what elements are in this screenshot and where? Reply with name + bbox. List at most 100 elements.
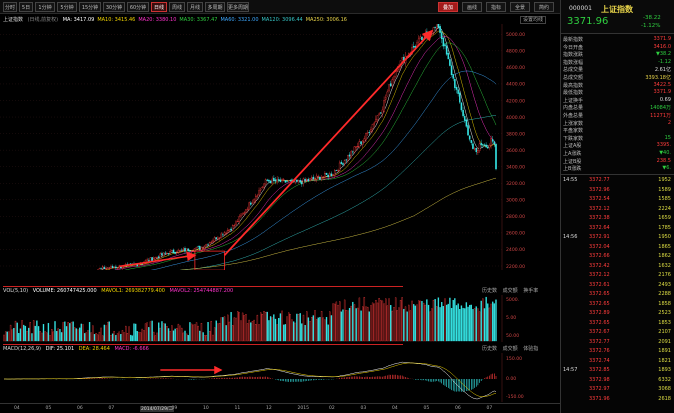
volume-bar xyxy=(126,333,129,342)
volume-bar xyxy=(378,298,380,342)
candle xyxy=(353,146,356,153)
stat-row: 上证换手 0.69 xyxy=(563,97,671,105)
toolbar-right-button-1[interactable]: 画线 xyxy=(462,2,482,12)
candle xyxy=(361,140,364,146)
macd-tab-other[interactable]: 体验指 xyxy=(523,346,539,352)
candle xyxy=(340,161,343,164)
x-tick-label: 07 xyxy=(486,406,493,411)
period-tab-3[interactable]: 5分钟 xyxy=(57,2,77,12)
candlestick-chart[interactable]: 5000.00 4800.00 4600.00 4400.00 4200.00 4000.… xyxy=(0,24,560,270)
mavol1-value: MAVOL1: 269382779.400 xyxy=(101,288,165,294)
tick-row: 3372.42 1632 xyxy=(563,263,671,271)
candle xyxy=(149,257,152,262)
candle xyxy=(98,268,101,270)
candle xyxy=(324,173,326,178)
candle xyxy=(459,92,461,103)
volume-bar xyxy=(335,301,338,342)
candle xyxy=(258,190,260,195)
tick-row: 3372.04 1865 xyxy=(563,244,671,252)
toolbar-right-button-4[interactable]: 简约 xyxy=(534,2,554,12)
tick-volume: 1785 xyxy=(658,224,671,231)
candle xyxy=(465,119,468,127)
volume-bar xyxy=(133,323,135,342)
candle xyxy=(203,245,206,249)
tick-row: 3372.12 2176 xyxy=(563,272,671,280)
volume-bar xyxy=(391,310,394,342)
settings-ma-button[interactable]: 设置均线 xyxy=(520,16,547,24)
period-tab-7[interactable]: 日线 xyxy=(151,2,167,12)
vol-tab-amount[interactable]: 成交额 xyxy=(502,288,518,294)
volume-bar xyxy=(181,327,183,342)
volume-bar xyxy=(445,304,448,342)
volume-bar xyxy=(202,332,204,342)
candle xyxy=(391,79,394,86)
tick-separator xyxy=(561,174,674,175)
volume-bar xyxy=(441,302,443,342)
stat-label: 平盘家数 xyxy=(563,128,584,135)
dif-value: DIF: 25.101 xyxy=(45,346,75,352)
volume-bar xyxy=(325,316,328,342)
volume-bar xyxy=(29,322,32,342)
volume-bar xyxy=(146,322,148,342)
x-tick-label: 03 xyxy=(360,406,367,411)
candle xyxy=(268,180,270,182)
period-tab-4[interactable]: 15分钟 xyxy=(79,2,101,12)
macd-tab-amount[interactable]: 成交额 xyxy=(502,346,518,352)
volume-bar xyxy=(136,331,138,342)
volume-bar xyxy=(194,324,196,342)
volume-bar xyxy=(493,303,496,342)
volume-bar xyxy=(299,313,301,342)
volume-bar xyxy=(345,310,347,342)
volume-value: VOLUME: 260747425.000 xyxy=(32,288,97,294)
main-chart-header: 上证指数 (日线,前复权) MA: 3417.09 MA10: 3415.46 MA… xyxy=(3,16,383,24)
volume-bar xyxy=(32,320,35,342)
candle xyxy=(287,180,290,182)
vol-tab-turnover[interactable]: 换手率 xyxy=(523,288,539,294)
ma-line-10 xyxy=(105,30,497,270)
candle xyxy=(271,178,273,185)
period-tab-6[interactable]: 60分钟 xyxy=(127,2,149,12)
candle xyxy=(480,142,482,146)
candle xyxy=(483,144,486,146)
y-tick-label: 2200.00 xyxy=(506,264,525,270)
period-tab-5[interactable]: 30分钟 xyxy=(103,2,125,12)
toolbar-right-button-2[interactable]: 指标 xyxy=(486,2,506,12)
volume-bar xyxy=(100,327,102,342)
volume-bar xyxy=(54,321,56,342)
stat-label: 今日开盘 xyxy=(563,44,584,51)
candle xyxy=(289,180,292,181)
volume-bar xyxy=(431,308,433,342)
tick-row: 3372.67 2107 xyxy=(563,329,671,337)
index-name: 上证指数 xyxy=(3,17,24,23)
volume-bar xyxy=(167,328,170,342)
macd-tab-history[interactable]: 历史数 xyxy=(482,346,498,352)
volume-bar xyxy=(55,331,58,342)
vol-tab-history[interactable]: 历史数 xyxy=(482,288,498,294)
period-tab-9[interactable]: 月线 xyxy=(187,2,203,12)
period-tab-10[interactable]: 多周期 xyxy=(205,2,225,12)
volume-bar xyxy=(483,308,486,342)
volume-bar xyxy=(59,329,61,342)
toolbar-right-button-0[interactable]: 叠加 xyxy=(438,2,458,12)
volume-bar xyxy=(419,300,421,342)
period-tab-8[interactable]: 周线 xyxy=(169,2,185,12)
volume-y-tick: 5.00 xyxy=(506,315,516,321)
volume-bar xyxy=(376,302,379,342)
period-tab-2[interactable]: 1分钟 xyxy=(35,2,55,12)
volume-bar xyxy=(95,333,97,342)
period-tab-1[interactable]: 5日 xyxy=(19,2,33,12)
macd-chart[interactable]: 150.00 0.00 -150.00 xyxy=(0,353,560,402)
period-tab-11[interactable]: 更多周期 xyxy=(227,2,249,12)
candle xyxy=(240,214,242,218)
tick-price: 3372.12 xyxy=(589,272,610,278)
candle xyxy=(490,138,492,146)
volume-bar xyxy=(330,315,333,342)
x-tick-label: 05 xyxy=(423,406,430,411)
toolbar-right-button-3[interactable]: 全景 xyxy=(510,2,530,12)
candle xyxy=(386,91,389,97)
quote-index-name: 上证指数 xyxy=(601,5,633,14)
stat-value: 238.5 xyxy=(656,157,671,164)
period-tab-0[interactable]: 分时 xyxy=(3,2,17,12)
volume-bar xyxy=(256,314,259,342)
volume-chart[interactable]: 5000. 5.00 50.00 xyxy=(0,295,560,342)
